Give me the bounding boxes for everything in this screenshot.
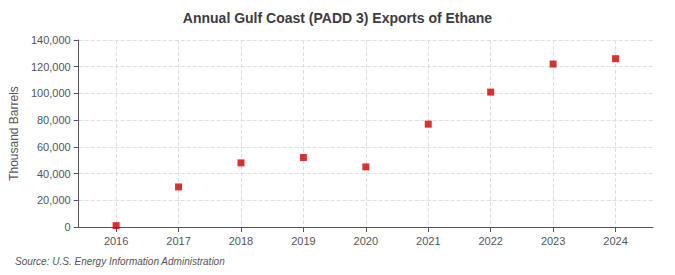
svg-text:2024: 2024 [603,235,627,247]
svg-text:2016: 2016 [104,235,128,247]
svg-text:40,000: 40,000 [37,168,71,180]
svg-text:Source: U.S. Energy Informatio: Source: U.S. Energy Information Administ… [15,256,225,267]
svg-text:2018: 2018 [229,235,253,247]
svg-text:Annual Gulf Coast (PADD 3) Exp: Annual Gulf Coast (PADD 3) Exports of Et… [183,10,493,26]
svg-text:2021: 2021 [416,235,440,247]
svg-text:60,000: 60,000 [37,141,71,153]
svg-text:0: 0 [65,221,71,233]
svg-text:Thousand Barrels: Thousand Barrels [7,86,21,181]
svg-text:20,000: 20,000 [37,194,71,206]
svg-text:2020: 2020 [354,235,378,247]
svg-text:2022: 2022 [478,235,502,247]
svg-text:100,000: 100,000 [31,87,71,99]
svg-text:2017: 2017 [166,235,190,247]
svg-text:2019: 2019 [291,235,315,247]
svg-text:2023: 2023 [541,235,565,247]
svg-text:140,000: 140,000 [31,34,71,46]
svg-text:80,000: 80,000 [37,114,71,126]
svg-text:120,000: 120,000 [31,61,71,73]
